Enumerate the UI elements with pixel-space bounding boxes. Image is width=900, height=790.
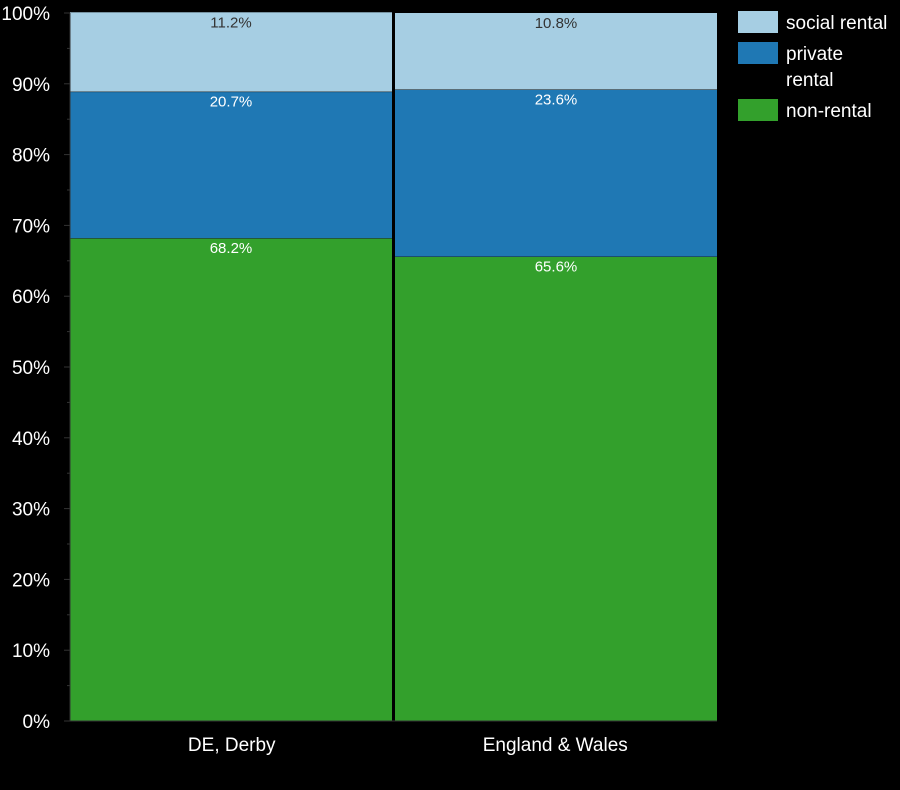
bar-segment-social-rental-1 xyxy=(395,13,717,90)
y-axis: 0% 10% 20% 30% 40% 50% 60% 70% 80% 90% 100% xyxy=(1,4,71,733)
bar-segment-non-rental-0 xyxy=(70,238,392,722)
data-label: 23.6% xyxy=(535,91,578,108)
legend-swatch xyxy=(738,11,778,33)
plot-area: 68.2% 20.7% 11.2% 65.6% 23.6% 10.8% xyxy=(70,12,717,722)
x-axis: DE, Derby England & Wales xyxy=(70,720,717,756)
y-tick-label: 50% xyxy=(12,358,50,379)
data-label: 20.7% xyxy=(210,94,253,111)
bar-segment-private-rental-0 xyxy=(70,91,392,239)
x-tick-label: England & Wales xyxy=(483,735,628,756)
y-tick-label: 40% xyxy=(12,429,50,450)
y-tick-label: 70% xyxy=(12,216,50,237)
legend-swatch xyxy=(738,99,778,121)
data-label: 10.8% xyxy=(535,15,578,32)
y-tick-label: 20% xyxy=(12,570,50,591)
legend-label: non-rental xyxy=(786,101,872,122)
bar-segment-social-rental-0 xyxy=(70,12,392,92)
legend-label: social rental xyxy=(786,13,887,34)
y-tick-label: 80% xyxy=(12,146,50,167)
y-tick-label: 90% xyxy=(12,75,50,96)
data-label: 65.6% xyxy=(535,259,578,276)
bar-segment-non-rental-1 xyxy=(395,256,717,721)
y-tick-label: 30% xyxy=(12,500,50,521)
bar-segment-private-rental-1 xyxy=(395,89,717,257)
x-tick-label: DE, Derby xyxy=(188,735,276,756)
y-tick-label: 100% xyxy=(1,4,50,25)
legend-label: rental xyxy=(786,70,834,91)
y-tick-label: 0% xyxy=(23,712,51,733)
legend-swatch xyxy=(738,42,778,64)
legend: social rental private rental non-rental xyxy=(738,11,887,122)
data-label: 11.2% xyxy=(210,14,251,31)
y-tick-label: 10% xyxy=(12,641,50,662)
y-tick-label: 60% xyxy=(12,287,50,308)
data-label: 68.2% xyxy=(210,240,253,257)
legend-label: private xyxy=(786,44,843,65)
